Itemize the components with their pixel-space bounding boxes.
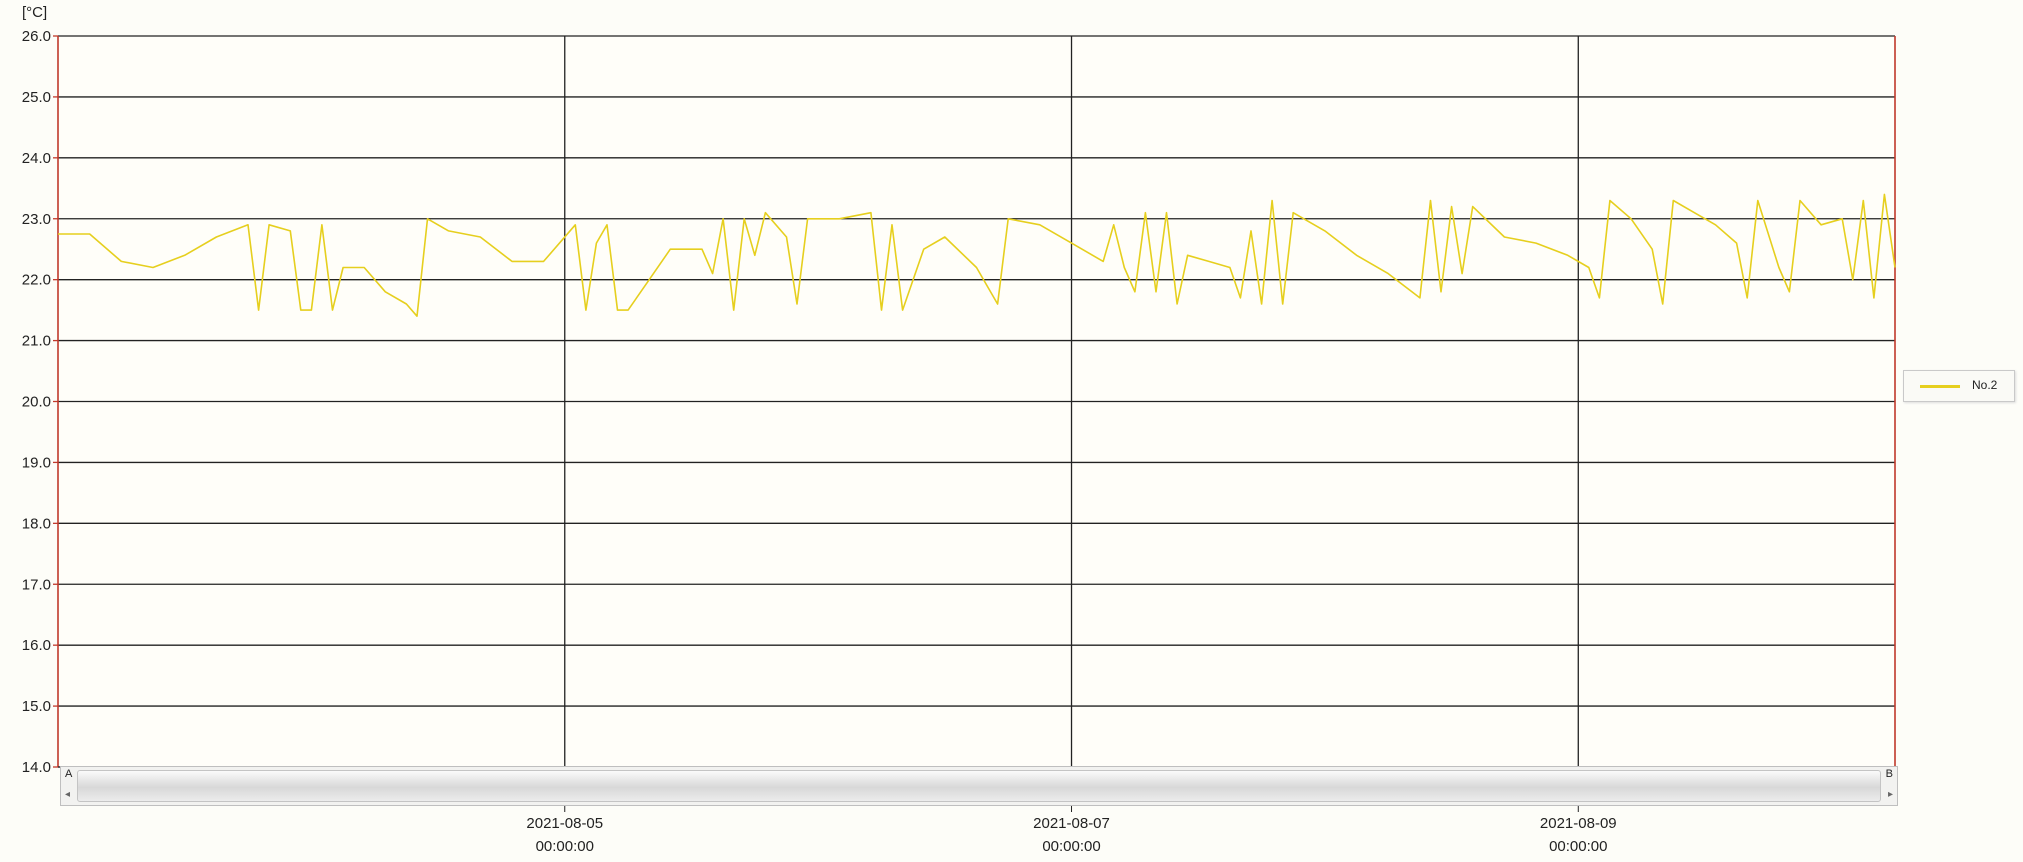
y-tick-label: 23.0 xyxy=(22,211,51,228)
y-tick-label: 19.0 xyxy=(22,454,51,471)
y-tick-label: 21.0 xyxy=(22,333,51,350)
y-tick-label: 16.0 xyxy=(22,637,51,654)
y-tick-label: 26.0 xyxy=(22,28,51,45)
x-tick-date-label: 2021-08-07 xyxy=(1033,815,1110,832)
series-line-no2 xyxy=(58,193,1896,318)
y-tick-label: 22.0 xyxy=(22,272,51,289)
scrollbar-end-marker: B xyxy=(1885,768,1893,780)
scrollbar-thumb[interactable] xyxy=(77,770,1881,802)
chart-grid xyxy=(58,35,1895,768)
legend-label: No.2 xyxy=(1972,378,1998,392)
y-tick-label: 14.0 xyxy=(22,759,51,776)
y-axis-unit: [°C] xyxy=(22,4,48,21)
x-tick-time-label: 00:00:00 xyxy=(1042,838,1100,855)
time-scrollbar[interactable]: A B ◂ ▸ xyxy=(60,766,1898,806)
chart-legend[interactable]: No.2 xyxy=(1903,370,2015,402)
x-tick-time-label: 00:00:00 xyxy=(1549,838,1607,855)
x-tick-date-label: 2021-08-05 xyxy=(526,815,603,832)
scrollbar-start-marker: A xyxy=(65,768,73,780)
y-tick-label: 15.0 xyxy=(22,698,51,715)
x-tick-time-label: 00:00:00 xyxy=(536,838,594,855)
legend-swatch xyxy=(1920,385,1960,388)
scroll-left-icon[interactable]: ◂ xyxy=(65,789,71,800)
chart-series xyxy=(58,193,1896,318)
y-tick-label: 24.0 xyxy=(22,150,51,167)
y-tick-label: 25.0 xyxy=(22,89,51,106)
x-tick-date-label: 2021-08-09 xyxy=(1540,815,1617,832)
y-tick-label: 18.0 xyxy=(22,515,51,532)
y-tick-label: 17.0 xyxy=(22,576,51,593)
y-tick-label: 20.0 xyxy=(22,394,51,411)
scroll-right-icon[interactable]: ▸ xyxy=(1887,789,1893,800)
